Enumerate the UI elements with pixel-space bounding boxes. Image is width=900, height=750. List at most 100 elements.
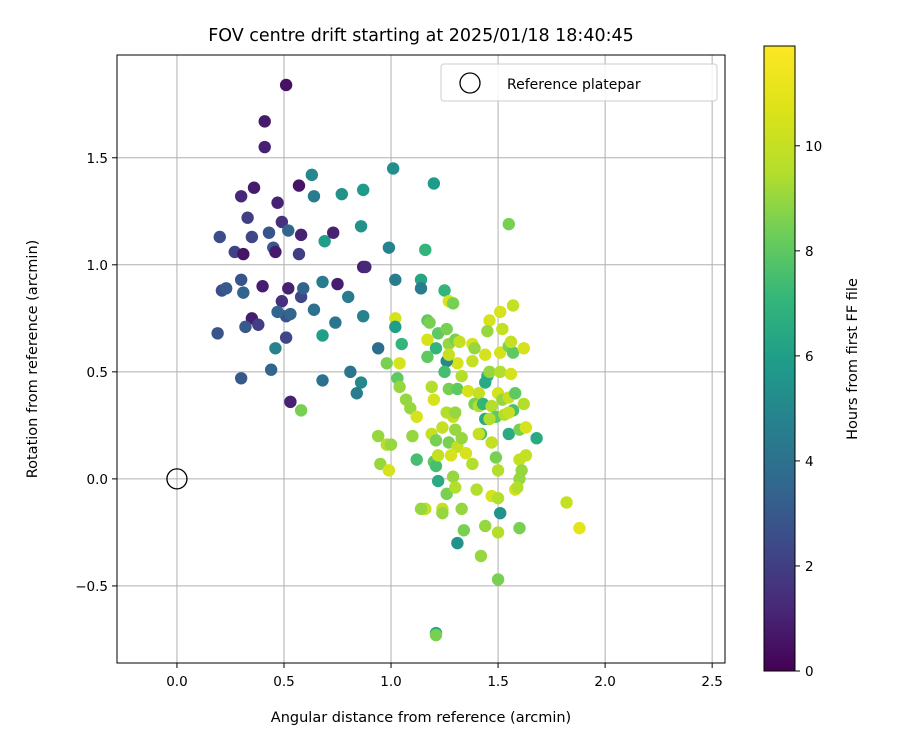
data-point xyxy=(436,421,449,434)
data-point xyxy=(380,357,393,370)
data-point xyxy=(444,449,458,462)
data-point xyxy=(560,496,573,509)
data-point xyxy=(451,357,464,370)
plot-background xyxy=(117,55,725,663)
data-point xyxy=(459,446,473,460)
colorbar-label: Hours from first FF file xyxy=(845,278,861,440)
colorbar-ticks: 0 2 4 6 8 10 xyxy=(795,139,822,680)
colorbar-tick-label: 10 xyxy=(805,139,822,155)
data-point xyxy=(234,372,248,385)
data-point xyxy=(329,316,342,329)
data-point xyxy=(342,290,355,304)
data-point xyxy=(423,316,436,329)
data-point xyxy=(247,181,261,194)
data-point xyxy=(472,387,486,400)
colorbar: 0 2 4 6 8 10 Hours from first FF file xyxy=(763,45,861,680)
data-point xyxy=(455,432,468,445)
data-point xyxy=(371,342,385,355)
data-point xyxy=(374,457,387,471)
data-point xyxy=(504,335,518,349)
data-point xyxy=(237,286,250,299)
data-point xyxy=(483,365,496,379)
data-point xyxy=(307,190,321,203)
data-point xyxy=(331,277,344,291)
data-point xyxy=(446,470,460,483)
data-point xyxy=(258,115,271,128)
data-point xyxy=(429,628,443,642)
x-tick-label: 1.0 xyxy=(380,674,401,690)
data-point xyxy=(294,404,308,417)
x-axis-ticks: 0.0 0.5 1.0 1.5 2.0 2.5 xyxy=(166,663,723,690)
data-point xyxy=(481,324,494,338)
data-point xyxy=(234,273,248,286)
data-point xyxy=(350,387,363,400)
y-tick-label: 1.5 xyxy=(87,151,108,167)
data-point xyxy=(275,215,289,229)
data-point xyxy=(491,464,505,477)
data-point xyxy=(354,376,368,389)
data-point xyxy=(494,305,507,319)
legend-entry-reference-platepar: Reference platepar xyxy=(507,77,641,93)
data-point xyxy=(449,481,462,494)
data-point xyxy=(271,305,284,319)
data-point xyxy=(483,412,496,426)
data-point xyxy=(262,226,276,239)
data-point xyxy=(453,335,466,349)
data-point xyxy=(479,376,492,389)
data-point xyxy=(282,282,295,295)
colorbar-tick-label: 4 xyxy=(805,454,814,470)
data-point xyxy=(489,451,503,464)
data-point xyxy=(491,491,505,505)
data-point xyxy=(414,502,428,516)
data-point xyxy=(335,187,348,201)
grid xyxy=(117,55,725,663)
data-point xyxy=(519,449,533,462)
data-point xyxy=(307,303,321,316)
x-tick-label: 2.0 xyxy=(594,674,615,690)
data-point xyxy=(234,190,248,203)
data-point xyxy=(382,241,396,254)
data-point xyxy=(485,436,498,449)
colorbar-tick-label: 6 xyxy=(805,349,814,365)
data-point xyxy=(271,196,284,209)
data-point xyxy=(316,275,329,289)
y-axis-ticks: −0.5 0.0 0.5 1.0 1.5 xyxy=(75,151,117,595)
data-point xyxy=(354,220,368,233)
data-point xyxy=(517,342,530,355)
legend-marker-icon xyxy=(459,72,481,94)
x-tick-label: 0.0 xyxy=(166,674,187,690)
data-point xyxy=(429,459,443,473)
data-point xyxy=(414,282,428,295)
data-point xyxy=(470,483,483,496)
data-point xyxy=(506,346,520,359)
data-point xyxy=(455,369,468,383)
data-point xyxy=(502,217,515,231)
data-point xyxy=(371,429,385,443)
data-point xyxy=(294,228,308,242)
data-point xyxy=(491,526,505,539)
y-tick-label: 1.0 xyxy=(87,258,108,274)
data-point xyxy=(279,78,293,92)
data-point xyxy=(384,438,398,451)
data-point xyxy=(436,506,449,520)
data-point xyxy=(256,280,269,293)
data-point xyxy=(513,521,526,535)
data-point xyxy=(239,320,252,334)
data-point xyxy=(393,357,406,370)
colorbar-tick-label: 8 xyxy=(805,244,814,260)
data-point xyxy=(466,457,479,471)
data-point xyxy=(431,449,445,462)
data-point xyxy=(483,314,496,327)
data-point xyxy=(427,393,441,406)
y-tick-label: 0.5 xyxy=(87,365,108,381)
data-point xyxy=(494,365,507,379)
data-point xyxy=(438,284,451,297)
data-point xyxy=(519,421,533,434)
data-point xyxy=(316,329,329,342)
data-point xyxy=(292,179,306,192)
data-point xyxy=(442,348,456,361)
data-point xyxy=(284,307,297,321)
data-point xyxy=(237,247,250,261)
data-point xyxy=(455,502,468,516)
